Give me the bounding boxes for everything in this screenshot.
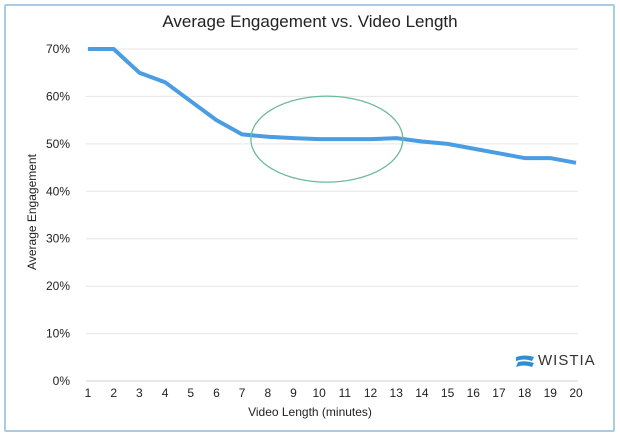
x-tick-label: 20 xyxy=(569,386,583,400)
wistia-logo: WISTIA xyxy=(515,352,596,369)
y-tick-label: 20% xyxy=(46,279,70,293)
x-tick-label: 8 xyxy=(264,386,271,400)
x-tick-label: 1 xyxy=(85,386,92,400)
chart-title: Average Engagement vs. Video Length xyxy=(162,12,458,31)
x-tick-label: 18 xyxy=(518,386,532,400)
x-tick-label: 16 xyxy=(467,386,481,400)
chart-frame xyxy=(4,4,615,432)
x-axis-label: Video Length (minutes) xyxy=(248,405,372,419)
x-tick-label: 6 xyxy=(213,386,220,400)
x-tick-label: 7 xyxy=(239,386,246,400)
x-tick-label: 12 xyxy=(364,386,378,400)
x-tick-label: 10 xyxy=(312,386,326,400)
x-tick-label: 11 xyxy=(339,386,352,400)
x-tick-label: 5 xyxy=(187,386,194,400)
x-tick-label: 15 xyxy=(441,386,455,400)
y-tick-label: 0% xyxy=(53,374,71,388)
x-tick-label: 13 xyxy=(390,386,404,400)
x-tick-label: 2 xyxy=(110,386,117,400)
y-tick-label: 60% xyxy=(46,89,70,103)
x-tick-label: 17 xyxy=(492,386,506,400)
series-line xyxy=(88,47,577,165)
y-tick-label: 10% xyxy=(46,327,70,341)
x-tick-label: 9 xyxy=(290,386,297,400)
y-tick-label: 40% xyxy=(46,184,70,198)
highlight-ellipse xyxy=(250,95,404,183)
y-tick-label: 50% xyxy=(46,137,70,151)
x-tick-label: 4 xyxy=(162,386,169,400)
wistia-logo-text: WISTIA xyxy=(538,352,596,369)
x-tick-label: 19 xyxy=(544,386,558,400)
wistia-logo-icon xyxy=(516,355,534,367)
y-tick-label: 70% xyxy=(46,42,70,56)
x-tick-label: 14 xyxy=(415,386,429,400)
x-tick-label: 3 xyxy=(136,386,143,400)
y-tick-label: 30% xyxy=(46,232,70,246)
